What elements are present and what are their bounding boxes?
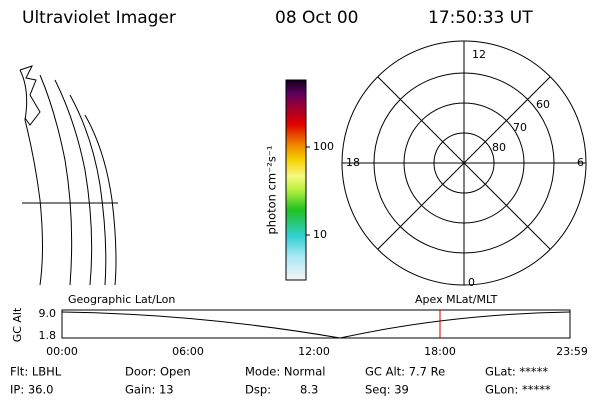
footer-item: GLon: ***** <box>485 383 551 397</box>
timeline-left-label: Geographic Lat/Lon <box>68 293 175 306</box>
timeline-axis-label: GC Alt <box>11 307 24 342</box>
clock-label: 18 <box>346 156 360 169</box>
footer-item: Mode: Normal <box>245 365 325 379</box>
timeline-xtick: 23:59 <box>556 345 588 358</box>
lat-label: 80 <box>492 141 506 154</box>
timeline-ytick: 9.0 <box>39 307 57 320</box>
colorbar-tick: 100 <box>313 140 334 153</box>
colorbar-tick: 10 <box>313 228 327 241</box>
colorbar-label: photon cm⁻²s⁻¹ <box>265 146 279 235</box>
footer-item: GLat: ***** <box>485 365 548 379</box>
timeline-xtick: 00:00 <box>46 345 78 358</box>
footer-item: Dsp: <box>245 383 271 397</box>
timeline-xtick: 12:00 <box>298 345 330 358</box>
lat-label: 60 <box>536 98 550 111</box>
lat-label: 70 <box>513 121 527 134</box>
footer-item: GC Alt: 7.7 Re <box>365 365 445 379</box>
clock-label: 12 <box>472 48 486 61</box>
timeline-xtick: 18:00 <box>424 345 456 358</box>
timeline-xtick: 06:00 <box>172 345 204 358</box>
clock-label: 0 <box>468 276 475 289</box>
footer-item: Gain: 13 <box>125 383 174 397</box>
footer-item: Door: Open <box>125 365 191 379</box>
footer-item: IP: 36.0 <box>10 383 53 397</box>
timeline-plot <box>61 309 571 339</box>
title: Ultraviolet Imager <box>22 8 176 28</box>
clock-label: 6 <box>577 156 584 169</box>
footer-item: Seq: 39 <box>365 383 409 397</box>
globe <box>19 65 118 286</box>
footer-item: Flt: LBHL <box>10 365 62 379</box>
date: 08 Oct 00 <box>275 8 358 28</box>
polar-grid <box>341 40 587 286</box>
colorbar <box>285 79 310 281</box>
timeline-right-label: Apex MLat/MLT <box>415 293 498 306</box>
time: 17:50:33 UT <box>428 8 533 28</box>
timeline-ytick: 1.8 <box>39 329 57 342</box>
footer-item: 8.3 <box>300 383 318 397</box>
